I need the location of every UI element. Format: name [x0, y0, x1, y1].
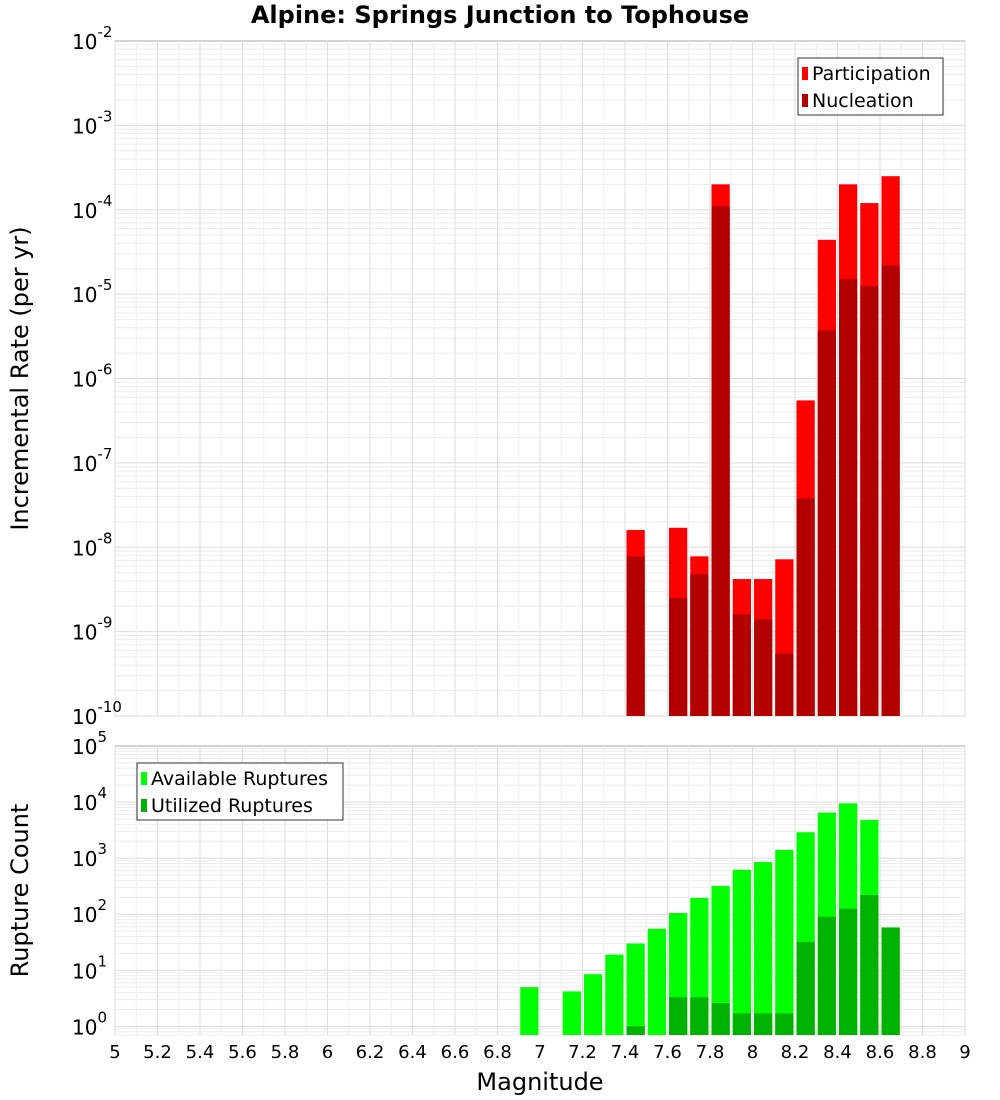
bar-utilized-ruptures — [881, 927, 900, 1035]
y-tick-label: 104 — [72, 784, 107, 815]
y-tick-label: 10-3 — [72, 107, 112, 138]
bar-available-ruptures — [626, 943, 645, 1035]
bar-utilized-ruptures — [626, 1026, 645, 1035]
bar-utilized-ruptures — [754, 1013, 773, 1035]
x-tick-label: 5.2 — [143, 1042, 172, 1063]
y-tick-label: 10-7 — [72, 445, 112, 476]
bar-utilized-ruptures — [817, 916, 836, 1035]
legend-swatch-utilized-ruptures — [141, 799, 147, 812]
series-utilized-ruptures — [626, 894, 900, 1035]
grid-lines — [114, 41, 966, 717]
bar-nucleation — [690, 574, 709, 716]
bar-available-ruptures — [520, 987, 539, 1035]
bar-utilized-ruptures — [669, 997, 688, 1035]
bar-nucleation — [775, 653, 794, 716]
x-tick-label: 5.8 — [271, 1042, 300, 1063]
bar-available-ruptures — [775, 849, 794, 1035]
y-tick-label: 10-6 — [72, 361, 112, 392]
incremental-rate-panel: 10-10 10-9 10-8 10-7 10-6 10-5 10-4 10-3 10-2 Inc… — [6, 23, 966, 729]
x-tick-label: 7 — [534, 1042, 545, 1063]
x-axis-label: Magnitude — [476, 1068, 603, 1096]
x-tick-label: 5 — [109, 1042, 120, 1063]
bar-available-ruptures — [647, 928, 666, 1035]
x-tick-label: 8.8 — [908, 1042, 937, 1063]
bar-nucleation — [732, 614, 751, 716]
x-tick-label: 6.4 — [398, 1042, 427, 1063]
bar-utilized-ruptures — [775, 1013, 794, 1035]
y-axis-label: Incremental Rate (per yr) — [6, 226, 34, 530]
y-tick-label: 102 — [72, 896, 107, 927]
x-tick-label: 5.6 — [228, 1042, 257, 1063]
chart-title: Alpine: Springs Junction to Tophouse — [251, 1, 749, 29]
y-tick-label: 10-4 — [72, 192, 112, 223]
legend: Available Ruptures Utilized Ruptures — [136, 762, 344, 821]
y-tick-label: 105 — [72, 728, 107, 759]
y-tick-label: 10-10 — [72, 698, 122, 729]
x-tick-label: 8.2 — [781, 1042, 810, 1063]
bar-nucleation — [817, 330, 836, 716]
x-tick-label: 6.2 — [356, 1042, 385, 1063]
x-tick-label: 8 — [747, 1042, 758, 1063]
bar-utilized-ruptures — [796, 941, 815, 1035]
rupture-count-panel: 100 101 102 103 104 105 Rupture Count Available… — [6, 728, 966, 1039]
bar-nucleation — [711, 206, 730, 716]
legend-swatch-participation — [802, 67, 808, 80]
legend-label-utilized-ruptures: Utilized Ruptures — [151, 795, 313, 817]
y-tick-labels: 10-10 10-9 10-8 10-7 10-6 10-5 10-4 10-3 10-2 — [72, 23, 122, 729]
legend: Participation Nucleation — [797, 57, 944, 116]
x-tick-label: 7.4 — [611, 1042, 640, 1063]
x-tick-label: 9 — [959, 1042, 970, 1063]
x-tick-label: 7.6 — [653, 1042, 682, 1063]
bar-available-ruptures — [732, 869, 751, 1035]
bar-nucleation — [881, 265, 900, 716]
y-axis-label: Rupture Count — [6, 804, 34, 978]
y-tick-label: 100 — [72, 1008, 107, 1039]
x-tick-label: 8.6 — [866, 1042, 895, 1063]
bar-utilized-ruptures — [690, 997, 709, 1035]
x-tick-label: 6.6 — [441, 1042, 470, 1063]
legend-box — [797, 57, 944, 116]
x-tick-label: 7.8 — [696, 1042, 725, 1063]
bar-nucleation — [669, 598, 688, 716]
bar-nucleation — [754, 619, 773, 716]
legend-label-available-ruptures: Available Ruptures — [151, 768, 328, 790]
y-tick-labels: 100 101 102 103 104 105 — [72, 728, 107, 1039]
x-tick-label: 6 — [322, 1042, 333, 1063]
bar-utilized-ruptures — [860, 894, 879, 1035]
bar-available-ruptures — [711, 885, 730, 1035]
legend-swatch-nucleation — [802, 94, 808, 107]
x-tick-label: 8.4 — [823, 1042, 852, 1063]
legend-box — [136, 762, 344, 821]
x-tick-label: 7.2 — [568, 1042, 597, 1063]
bar-utilized-ruptures — [732, 1013, 751, 1035]
bar-utilized-ruptures — [711, 1003, 730, 1035]
bar-nucleation — [860, 285, 879, 716]
bar-nucleation — [839, 279, 858, 716]
legend-label-participation: Participation — [812, 63, 931, 85]
bar-utilized-ruptures — [839, 908, 858, 1035]
legend-label-nucleation: Nucleation — [812, 90, 914, 112]
x-tick-label: 6.8 — [483, 1042, 512, 1063]
bar-series-group — [520, 803, 900, 1035]
bar-available-ruptures — [584, 974, 603, 1035]
bar-available-ruptures — [605, 954, 624, 1035]
magnitude-x-axis: 5 5.2 5.4 5.6 5.8 6 6.2 6.4 6.6 6.8 7 7.2 7.4 7.6 7.8 8… — [109, 1042, 970, 1063]
bar-nucleation — [796, 498, 815, 716]
y-tick-label: 10-9 — [72, 614, 112, 645]
bar-series-group — [626, 176, 900, 717]
y-tick-label: 10-5 — [72, 276, 112, 307]
x-tick-label: 5.4 — [186, 1042, 215, 1063]
y-tick-label: 10-2 — [72, 23, 112, 54]
series-nucleation — [626, 206, 900, 716]
bar-available-ruptures — [754, 862, 773, 1035]
legend-swatch-available-ruptures — [141, 772, 147, 785]
y-tick-label: 101 — [72, 952, 107, 983]
bar-available-ruptures — [562, 991, 581, 1035]
bar-nucleation — [626, 556, 645, 716]
y-tick-label: 103 — [72, 840, 107, 871]
y-tick-label: 10-8 — [72, 529, 112, 560]
